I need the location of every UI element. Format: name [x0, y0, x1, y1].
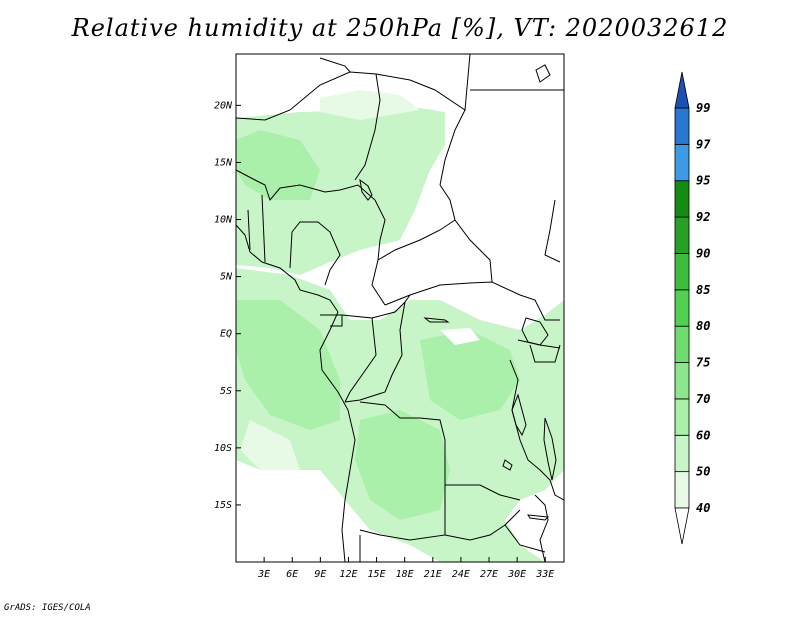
lon-tick-label: 6E [286, 569, 298, 580]
colorbar-swatch [674, 289, 690, 327]
lat-tick-label: 10S [214, 443, 232, 454]
border-line [247, 209, 251, 251]
colorbar-swatch [674, 471, 690, 509]
lake-outline [511, 393, 527, 437]
border-line [439, 184, 493, 283]
lat-tick-label: 20N [214, 100, 233, 111]
border-line [529, 344, 561, 363]
lake-outline [535, 64, 551, 83]
colorbar-label: 50 [696, 465, 710, 479]
lon-tick-label: 12E [339, 569, 357, 580]
lake-outline [521, 317, 549, 346]
border-line [439, 109, 466, 186]
border-line [444, 509, 521, 541]
border-line [371, 199, 386, 306]
lat-tick-label: 10N [214, 215, 233, 226]
humidity-region-north [320, 90, 420, 120]
colorbar-label: 90 [696, 246, 710, 260]
lon-tick-label: 9E [314, 569, 326, 580]
border-line [509, 359, 565, 501]
lat-tick-label: EQ [220, 329, 232, 340]
border-line [235, 71, 381, 181]
lon-tick-label: 3E [257, 569, 270, 580]
coastline-west-africa [235, 224, 339, 313]
grads-credit: GrADS: IGES/COLA [4, 603, 91, 613]
border-line [261, 194, 266, 263]
border-line [359, 485, 446, 541]
border-line [384, 281, 560, 321]
colorbar-swatch [674, 434, 690, 473]
colorbar-label: 99 [696, 101, 710, 115]
lake-outline [502, 459, 513, 471]
colorbar-swatch [674, 362, 690, 400]
border-line [359, 401, 446, 441]
plot-frame [235, 53, 565, 563]
map-title: Relative humidity at 250hPa [%], VT: 202… [71, 14, 729, 42]
colorbar-swatch [674, 398, 690, 436]
border-line [344, 301, 406, 403]
colorbar-label: 95 [696, 174, 710, 188]
colorbar-swatch [674, 143, 690, 182]
colorbar-label: 80 [696, 319, 710, 333]
lake-outline [359, 178, 373, 201]
lat-tick-label: 15N [214, 157, 233, 168]
colorbar-label: 70 [696, 392, 710, 406]
lon-tick-label: 15E [368, 569, 386, 580]
colorbar-label: 85 [696, 283, 710, 297]
lon-tick-label: 30E [507, 569, 526, 580]
country-borders [235, 53, 565, 563]
lake-outline [526, 514, 550, 521]
colorbar-label: 97 [696, 137, 711, 151]
colorbar-label: 40 [696, 501, 710, 515]
colorbar-bottom-arrow [674, 507, 690, 545]
border-line [319, 57, 351, 73]
colorbar-swatch [674, 107, 690, 145]
humidity-region-sahel [236, 130, 320, 200]
border-line [544, 199, 561, 263]
border-line [534, 494, 549, 563]
colorbar-label: 60 [696, 428, 710, 442]
latitude-axis: 20N 15N 10N 5N EQ 5S 10S 15S [214, 100, 241, 511]
border-line [371, 294, 411, 319]
border-line [289, 221, 341, 286]
humidity-region-dry-2 [240, 420, 300, 470]
colorbar-top-arrow [674, 71, 690, 109]
colorbar-label: 75 [696, 356, 710, 370]
colorbar: 40 50 60 70 75 80 85 90 92 95 97 99 [674, 71, 711, 545]
lon-tick-label: 33E [535, 569, 554, 580]
lake-outline [543, 417, 557, 481]
lon-tick-label: 27E [480, 569, 498, 580]
border-line [377, 219, 456, 261]
border-line [444, 440, 521, 501]
border-line [235, 169, 376, 202]
longitude-axis: 3E 6E 9E 12E 15E 18E 21E 24E 27E 30E 33E [257, 557, 554, 580]
lon-tick-label: 24E [452, 569, 470, 580]
humidity-region-dry-1 [440, 328, 480, 345]
humidity-field [236, 54, 564, 562]
border-line [341, 314, 377, 403]
colorbar-label: 92 [696, 210, 710, 224]
border-line [320, 314, 343, 327]
lat-tick-label: 15S [214, 500, 232, 511]
lake-outline [423, 317, 450, 323]
lon-tick-label: 18E [396, 569, 414, 580]
humidity-region-east [420, 330, 520, 420]
colorbar-swatch [674, 253, 690, 291]
colorbar-swatch [674, 216, 690, 254]
border-line [504, 524, 546, 553]
coastline-central-africa [319, 311, 356, 563]
border-line [375, 53, 471, 111]
colorbar-swatch [674, 180, 690, 218]
lat-tick-label: 5S [220, 386, 232, 397]
lon-tick-label: 21E [424, 569, 442, 580]
colorbar-swatch [674, 325, 690, 363]
lat-tick-label: 5N [220, 272, 233, 283]
humidity-region-angola [355, 410, 450, 520]
humidity-region-core [236, 300, 340, 430]
